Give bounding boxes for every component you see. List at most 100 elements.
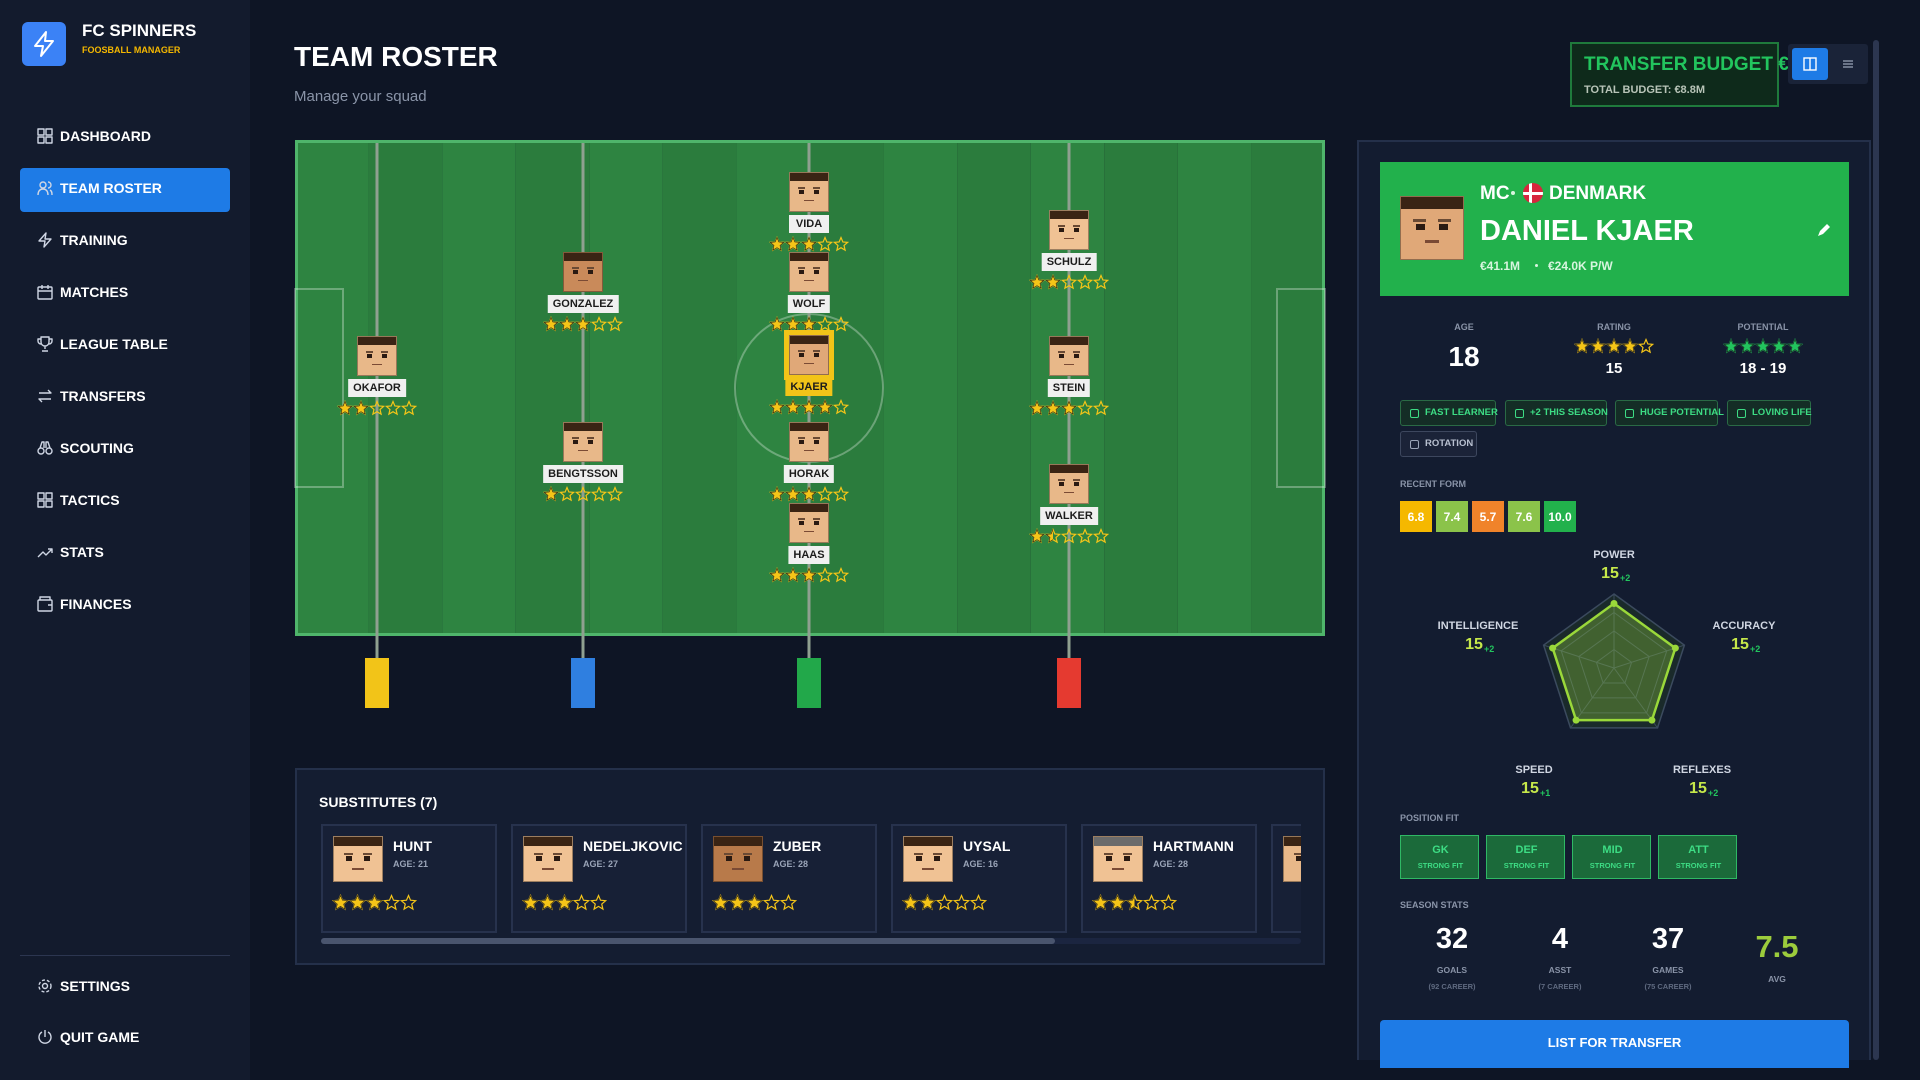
view-grid-button[interactable] [1792,48,1828,80]
form-box: 7.4 [1436,501,1468,532]
star-fill [1029,274,1044,289]
tag-text: FAST LEARNER [1425,407,1498,419]
attribute-change: +2 [1708,787,1719,798]
player-face [789,503,829,543]
attribute-value: 15 [1521,780,1539,797]
form-label: RECENT FORM [1400,478,1466,489]
nav-label[interactable]: SCOUTING [60,440,134,456]
nav-label[interactable]: FINANCES [60,596,132,612]
star-fill [1574,338,1589,353]
nav-label[interactable]: STATS [60,544,104,560]
face-brow [812,266,821,269]
face-mouth [804,279,814,282]
star-fill [1092,894,1108,910]
stat-value: 7.5 [1755,928,1799,964]
nav-label[interactable]: TACTICS [60,492,120,508]
sub-card[interactable]: UYSAL AGE: 16 [891,824,1067,933]
icon-part [41,982,49,990]
face-eye [1123,856,1131,861]
face-brow [586,266,595,269]
player-name: SCHULZ [1046,255,1092,268]
fit-position: DEF [1515,843,1538,856]
tag-text: +2 THIS SEASON [1530,407,1608,419]
face-mouth [1064,237,1074,240]
fit-level: STRONG FIT [1589,861,1636,871]
star-outline [590,315,608,332]
face-brow [742,852,753,856]
star-fill [1622,338,1637,353]
star-outline [969,893,988,910]
edit-button[interactable] [1816,222,1832,238]
star-fill [1126,894,1135,910]
sub-age: AGE: 21 [393,858,429,869]
radar-ring [1560,611,1668,714]
rod-handle [1057,658,1081,708]
face-hair [790,504,828,512]
sub-card[interactable]: HUNT AGE: 21 [321,824,497,933]
page-title: TEAM ROSTER [294,41,498,72]
star-outline [1159,893,1178,910]
face-brow [1057,478,1066,481]
button-label[interactable]: LIST FOR TRANSFER [1547,1034,1682,1050]
edit-icon [1818,224,1830,236]
face-eye [587,269,593,274]
nav-active [20,168,230,212]
attribute-name: ACCURACY [1712,619,1776,632]
name-tag: OKAFOR [348,379,406,397]
face-eye [1059,353,1065,358]
tag-text: ROTATION [1425,438,1474,450]
face-brow [1103,852,1114,856]
star-fill [729,894,745,910]
substitutes-list: HUNT AGE: 21 NEDELJKOVIC AGE: 27 ZUBER AGE: 2… [321,824,1301,936]
radar-point [1610,600,1618,607]
star-rating [331,893,418,910]
footer-label[interactable]: QUIT GAME [60,1029,140,1045]
view-list-button[interactable] [1832,48,1864,80]
player-face [523,836,573,882]
star-fill [785,399,800,414]
face-brow [586,436,595,439]
sub-card[interactable]: NEDELJKOVIC AGE: 27 [511,824,687,933]
face-eye [1059,227,1065,232]
sub-card[interactable]: ZUBER AGE: 28 [701,824,877,933]
nav-label[interactable]: TEAM ROSTER [60,180,162,196]
nav-icon [38,1030,52,1044]
face-brow [571,436,580,439]
face-brow [1057,350,1066,353]
nav-label[interactable]: DASHBOARD [60,128,151,144]
profile-position: MC [1480,182,1510,204]
stat-label: GOALS [1436,964,1468,975]
nav-label[interactable]: TRANSFERS [60,388,146,404]
icon-part [38,1030,52,1044]
nav-label[interactable]: LEAGUE TABLE [60,336,168,352]
sub-name: NEDELJKOVIC [583,838,683,854]
face-eye [933,856,941,861]
star-outline [1092,399,1110,416]
nav-label[interactable]: MATCHES [60,284,129,300]
fit-box: DEF STRONG FIT [1486,835,1565,879]
icon-part [37,136,45,144]
sub-card[interactable]: HARTMANN AGE: 28 [1081,824,1257,933]
fit-level: STRONG FIT [1417,861,1464,871]
face-hair [1094,837,1142,846]
list-for-transfer-button[interactable]: LIST FOR TRANSFER [1380,1020,1849,1068]
star-outline [558,485,576,502]
nav-icon [38,979,52,993]
icon-part [39,596,52,606]
grid-icon [1803,57,1817,71]
sub-name: UYSAL [963,838,1011,854]
profile-wage: €24.0K P/W [1548,259,1613,273]
sub-scrollbar [321,938,1055,944]
star-fill [575,316,590,331]
face-eye [1295,856,1301,861]
name-tag: WOLF [787,295,831,313]
stat-value: 32 [1435,922,1469,955]
footer-label[interactable]: SETTINGS [60,978,131,994]
pitch-stripe [589,140,663,636]
face-mouth [1112,867,1124,870]
stat-label: AVG [1768,973,1786,984]
face-eye [573,269,579,274]
sub-card-partial [1271,824,1301,933]
face-brow [1293,852,1301,856]
nav-label[interactable]: TRAINING [60,232,128,248]
